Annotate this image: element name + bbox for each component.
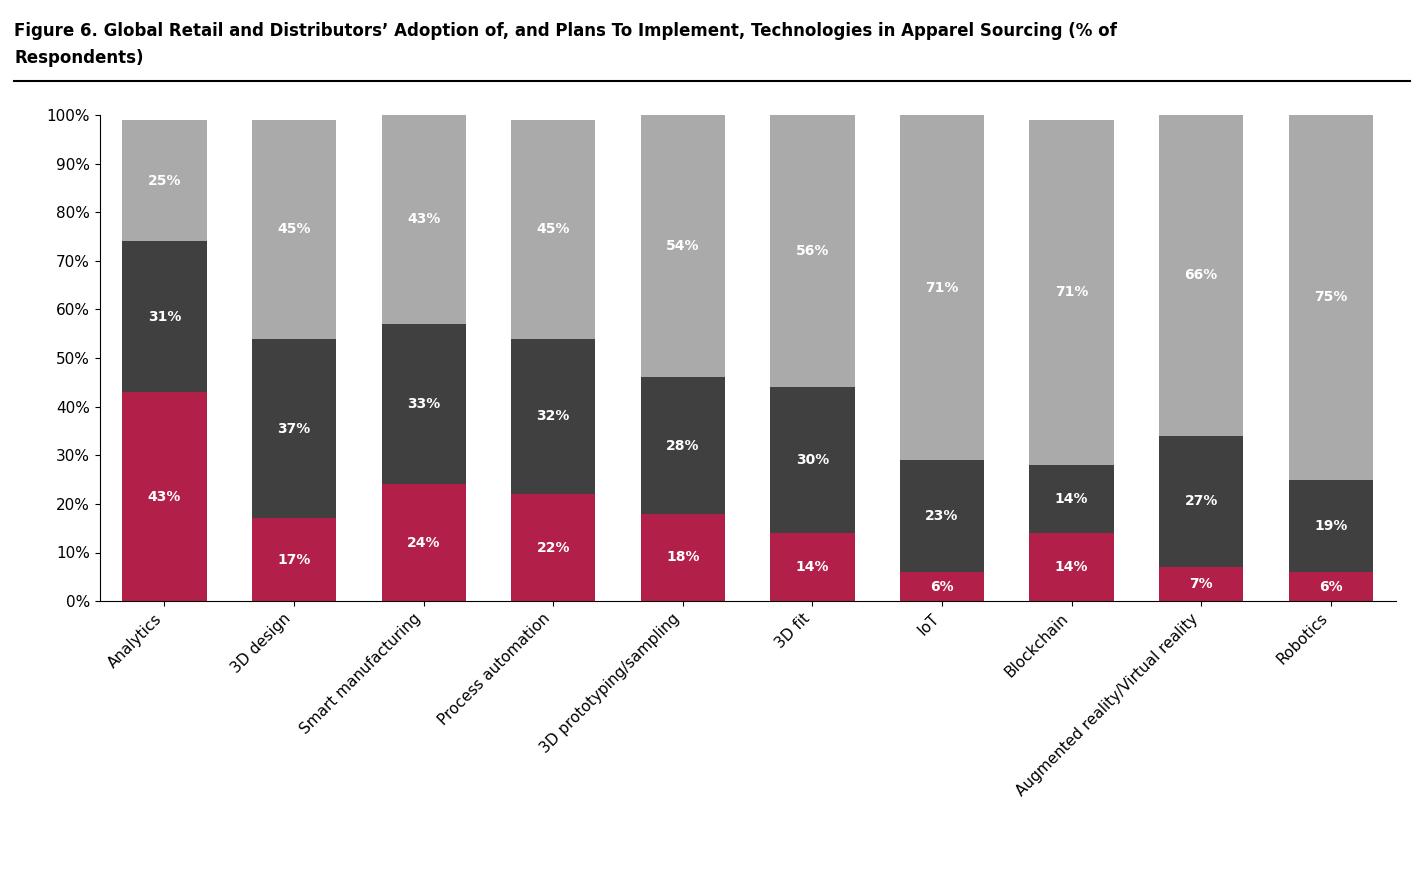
Bar bbox=[1289, 115, 1373, 479]
Text: 6%: 6% bbox=[930, 580, 954, 593]
Bar bbox=[641, 377, 725, 514]
Text: Respondents): Respondents) bbox=[14, 49, 144, 66]
Bar bbox=[1030, 465, 1114, 533]
Bar bbox=[900, 572, 984, 601]
Text: 14%: 14% bbox=[1055, 492, 1088, 506]
Text: 30%: 30% bbox=[796, 453, 829, 467]
Text: 45%: 45% bbox=[278, 222, 310, 236]
Text: 18%: 18% bbox=[666, 551, 699, 564]
Bar bbox=[511, 494, 595, 601]
Bar bbox=[1159, 436, 1243, 568]
Bar bbox=[1289, 479, 1373, 572]
Text: 17%: 17% bbox=[278, 552, 310, 567]
Bar bbox=[252, 119, 336, 339]
Text: 32%: 32% bbox=[537, 409, 570, 423]
Text: 14%: 14% bbox=[1055, 560, 1088, 574]
Text: 45%: 45% bbox=[537, 222, 570, 236]
Bar bbox=[511, 119, 595, 339]
Text: 56%: 56% bbox=[796, 244, 829, 258]
Bar bbox=[122, 392, 206, 601]
Text: 23%: 23% bbox=[926, 509, 958, 523]
Text: 31%: 31% bbox=[148, 309, 181, 324]
Bar bbox=[511, 339, 595, 494]
Text: 22%: 22% bbox=[537, 541, 570, 554]
Bar bbox=[382, 115, 466, 324]
Bar bbox=[900, 115, 984, 460]
Text: 66%: 66% bbox=[1185, 269, 1218, 282]
Bar bbox=[382, 324, 466, 484]
Bar bbox=[1030, 119, 1114, 465]
Text: 71%: 71% bbox=[1055, 286, 1088, 300]
Text: 7%: 7% bbox=[1189, 577, 1213, 591]
Text: 6%: 6% bbox=[1319, 580, 1343, 593]
Bar bbox=[770, 115, 854, 387]
Bar bbox=[1159, 568, 1243, 601]
Bar bbox=[252, 518, 336, 601]
Text: 33%: 33% bbox=[407, 397, 440, 411]
Bar bbox=[252, 339, 336, 518]
Bar bbox=[122, 241, 206, 392]
Text: 27%: 27% bbox=[1185, 494, 1218, 508]
Text: 75%: 75% bbox=[1314, 290, 1347, 304]
Text: Figure 6. Global Retail and Distributors’ Adoption of, and Plans To Implement, T: Figure 6. Global Retail and Distributors… bbox=[14, 22, 1116, 40]
Text: 71%: 71% bbox=[926, 280, 958, 294]
Text: 43%: 43% bbox=[148, 490, 181, 504]
Text: 19%: 19% bbox=[1314, 519, 1347, 533]
Bar bbox=[641, 115, 725, 377]
Text: 24%: 24% bbox=[407, 536, 440, 550]
Bar bbox=[1030, 533, 1114, 601]
Bar bbox=[382, 484, 466, 601]
Bar bbox=[900, 460, 984, 572]
Text: 14%: 14% bbox=[796, 560, 829, 574]
Bar bbox=[641, 514, 725, 601]
Text: 28%: 28% bbox=[666, 438, 699, 453]
Bar bbox=[770, 387, 854, 533]
Bar bbox=[122, 119, 206, 241]
Bar bbox=[1159, 115, 1243, 436]
Bar bbox=[770, 533, 854, 601]
Bar bbox=[1289, 572, 1373, 601]
Text: 25%: 25% bbox=[148, 173, 181, 187]
Text: 54%: 54% bbox=[666, 240, 699, 253]
Text: 43%: 43% bbox=[407, 212, 440, 226]
Text: 37%: 37% bbox=[278, 422, 310, 436]
